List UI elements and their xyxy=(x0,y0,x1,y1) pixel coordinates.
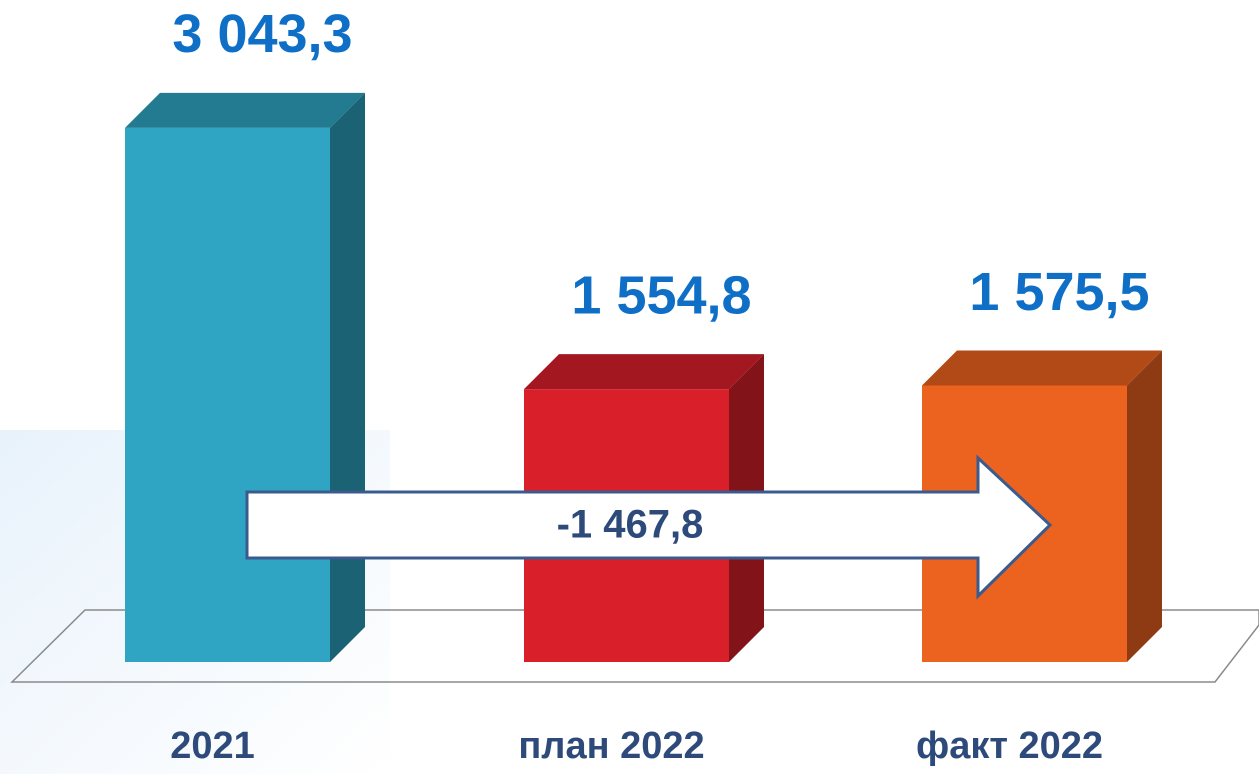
x-tick-label: факт 2022 xyxy=(916,725,1103,767)
x-tick-label: план 2022 xyxy=(518,725,704,767)
value-label: 3 043,3 xyxy=(172,4,352,64)
value-label: 1 554,8 xyxy=(571,265,751,325)
difference-label: -1 467,8 xyxy=(557,503,704,547)
arrow-shape xyxy=(245,454,1053,600)
bar-side xyxy=(330,92,365,662)
bar xyxy=(125,127,330,662)
bar-top xyxy=(524,354,764,390)
value-label: 1 575,5 xyxy=(969,262,1149,322)
bar-top xyxy=(125,92,365,128)
x-tick-label: 2021 xyxy=(170,725,255,767)
arrow: -1 467,8 xyxy=(245,454,1053,600)
floor xyxy=(10,609,1259,683)
bar-top xyxy=(922,350,1162,386)
bars xyxy=(125,92,1162,662)
bar-side xyxy=(1127,350,1162,662)
